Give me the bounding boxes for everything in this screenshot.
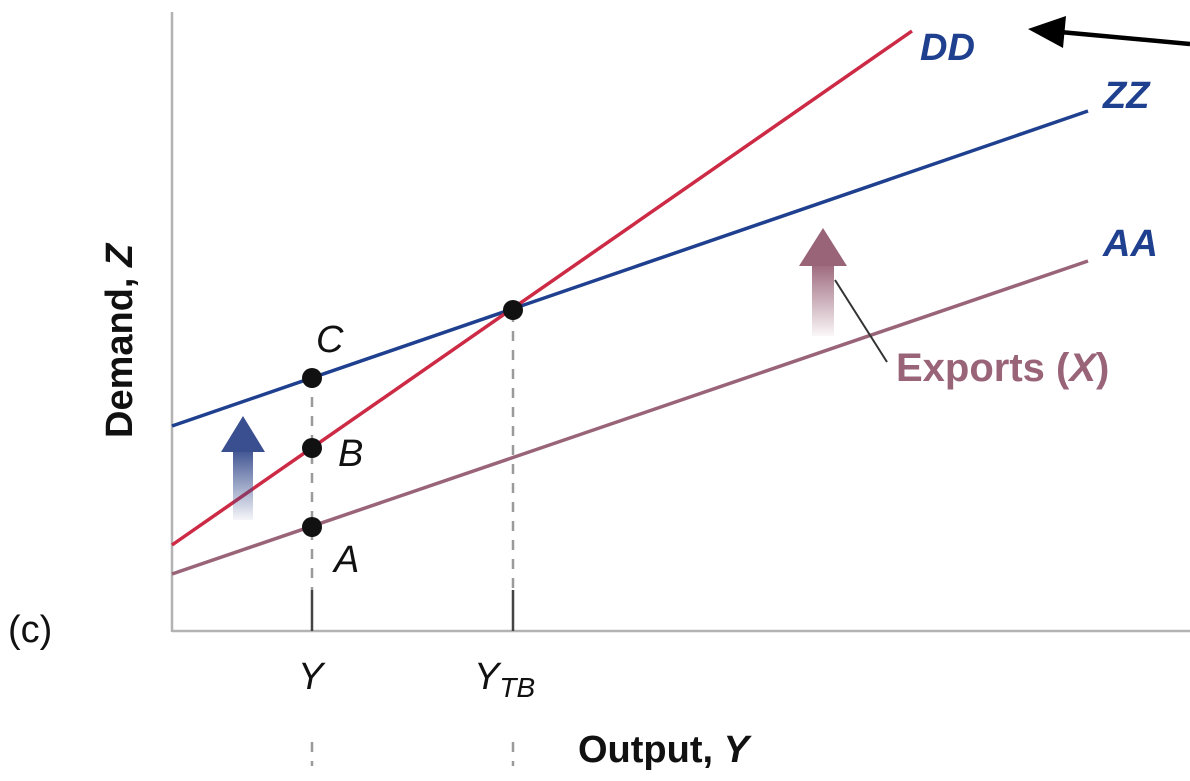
point-label-c: C (316, 319, 344, 361)
y-axis-title: Demand, Z (99, 242, 141, 438)
x-axis-title: Output, Y (578, 729, 753, 771)
point-marker-a (302, 517, 322, 537)
zz-line (171, 109, 1089, 428)
pointer-arrow-icon (1028, 16, 1190, 48)
exports-annotation: Exports (X) (896, 346, 1109, 390)
panel-label: (c) (8, 609, 52, 651)
zz-label: ZZ (1102, 75, 1151, 117)
point-label-a: A (332, 539, 359, 581)
point-label-b: B (338, 433, 363, 475)
point-marker-b (302, 438, 322, 458)
blue-shift-arrow (221, 416, 265, 520)
x-tick-y: Y (298, 656, 326, 698)
exports-pointer-line (834, 279, 888, 363)
dd-line (171, 29, 913, 547)
dd-label: DD (920, 27, 975, 69)
aa-label: AA (1102, 223, 1158, 265)
point-marker-c (302, 368, 322, 388)
mauve-shift-arrow (799, 228, 847, 336)
x-tick-ytb: YTB (474, 656, 535, 703)
point-marker-intersection (503, 300, 523, 320)
aa-line (171, 259, 1089, 576)
